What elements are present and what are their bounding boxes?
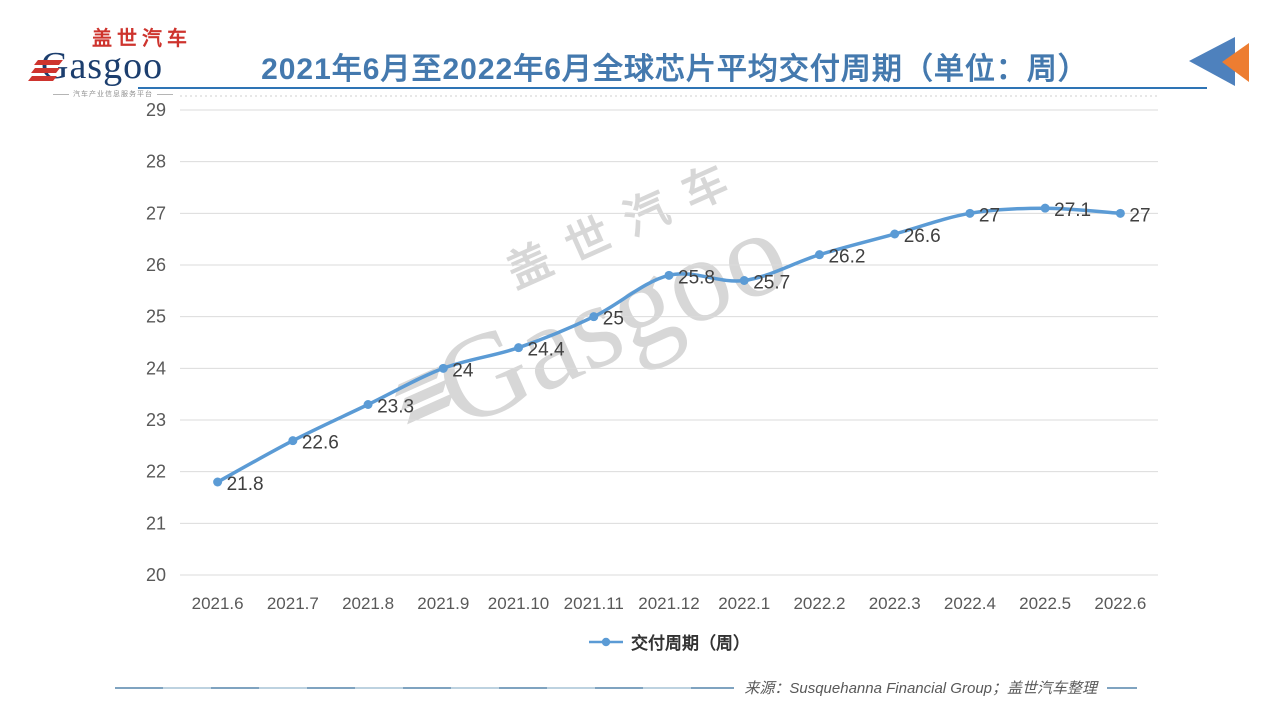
chart-legend: 交付周期（周） (180, 629, 1158, 654)
series-line (215, 206, 1123, 484)
x-tick-label: 2021.11 (564, 594, 624, 613)
x-tick-label: 2021.10 (488, 594, 549, 613)
legend-line-marker-icon (589, 637, 623, 646)
logo-wordmark: Gasgoo (41, 45, 164, 87)
source-row: 来源：Susquehanna Financial Group；盖世汽车整理 (115, 677, 1137, 698)
x-tick-label: 2022.4 (944, 594, 996, 613)
x-tick-label: 2022.3 (869, 594, 921, 613)
source-text: 来源：Susquehanna Financial Group；盖世汽车整理 (744, 680, 1097, 697)
x-tick-label: 2022.6 (1094, 594, 1146, 613)
logo-tagline: 汽车产业信息服务平台 (28, 89, 198, 99)
y-tick-label: 27 (146, 203, 166, 223)
x-tick-label: 2021.7 (267, 594, 319, 613)
y-tick-label: 25 (146, 307, 166, 327)
data-label: 23.3 (377, 397, 414, 418)
y-tick-label: 24 (146, 358, 166, 378)
data-point-marker (664, 270, 674, 280)
data-label: 25.8 (678, 267, 715, 288)
data-point-marker (965, 208, 975, 218)
data-point-marker (288, 436, 298, 446)
data-label: 26.2 (828, 247, 865, 268)
y-tick-label: 20 (146, 565, 166, 585)
legend-label: 交付周期（周） (631, 634, 750, 653)
logo-wordmark-row: Gasgoo (28, 44, 198, 88)
x-tick-label: 2021.8 (342, 594, 394, 613)
source-right-rule (1107, 686, 1137, 689)
y-tick-label: 23 (146, 410, 166, 430)
tagline-left-dash (53, 93, 69, 95)
data-label: 22.6 (302, 433, 339, 454)
data-point-marker (363, 400, 373, 409)
data-label: 24.4 (528, 340, 565, 361)
data-label: 24 (452, 360, 474, 381)
data-label: 21.8 (227, 474, 264, 495)
data-label: 25.7 (753, 273, 790, 294)
data-label: 27 (1129, 205, 1150, 226)
y-tick-label: 21 (146, 513, 166, 533)
data-point-marker (213, 477, 223, 487)
orange-triangle-icon (1222, 43, 1249, 82)
tagline-text: 汽车产业信息服务平台 (73, 91, 153, 98)
x-tick-label: 2022.2 (793, 594, 845, 613)
y-tick-label: 26 (146, 255, 166, 275)
chart-title: 2021年6月至2022年6月全球芯片平均交付周期（单位：周） (261, 53, 1089, 86)
tagline-right-dash (157, 93, 173, 95)
data-label: 25 (603, 309, 624, 330)
x-tick-label: 2021.9 (417, 594, 469, 613)
data-label: 26.6 (904, 226, 941, 247)
data-point-marker (1115, 208, 1125, 218)
data-point-marker (514, 343, 524, 353)
y-tick-label: 28 (146, 152, 166, 172)
data-point-marker (589, 312, 599, 322)
data-point-marker (1040, 203, 1050, 213)
data-label: 27.1 (1054, 200, 1091, 221)
triangles-icon (1189, 37, 1251, 89)
data-point-marker (814, 250, 824, 260)
y-tick-label: 22 (146, 462, 166, 482)
data-label: 27 (979, 205, 1000, 226)
source-left-rule (115, 686, 735, 689)
x-tick-label: 2021.12 (638, 594, 699, 613)
x-tick-label: 2021.6 (192, 594, 244, 613)
data-point-marker (890, 229, 900, 239)
logo-chinese-text: 盖世汽车 (92, 28, 192, 50)
data-point-marker (438, 363, 448, 373)
y-tick-label: 29 (146, 100, 166, 120)
gasgoo-logo: 盖世汽车 Gasgoo 汽车产业信息服务平台 (28, 22, 198, 99)
title-underline (138, 87, 1207, 89)
x-tick-label: 2022.5 (1019, 594, 1071, 613)
data-point-marker (739, 276, 749, 285)
x-tick-label: 2022.1 (718, 594, 770, 613)
